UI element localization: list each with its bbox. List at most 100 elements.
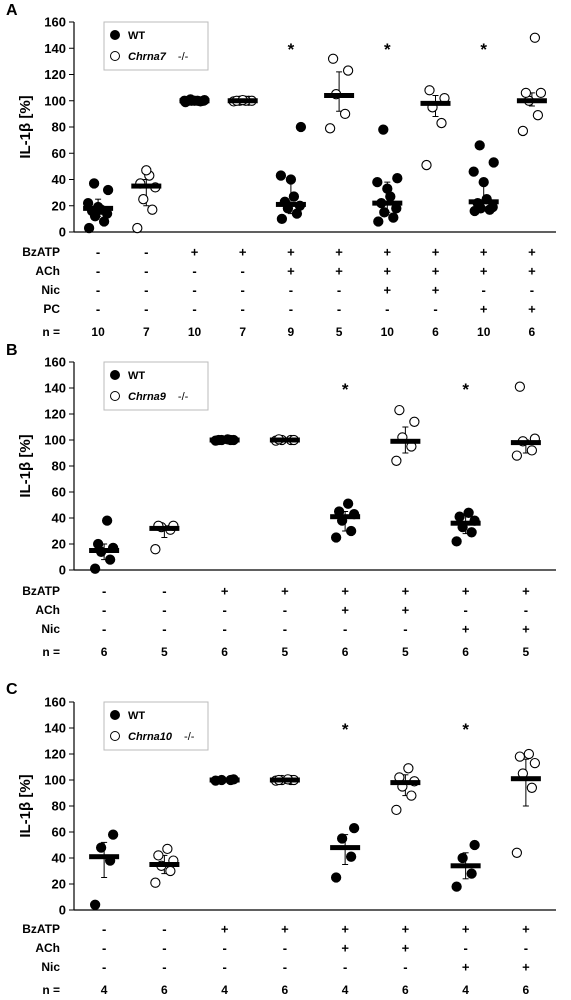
condition-label: ACh [35, 264, 60, 278]
condition-value: + [402, 941, 410, 956]
y-tick-label: 120 [44, 407, 66, 422]
legend-entry: Chrna9 -/- [128, 391, 189, 403]
y-tick-label: 100 [44, 773, 66, 788]
condition-value: + [480, 245, 488, 260]
significance-star: * [288, 40, 295, 59]
y-axis-label: IL-1β [%] [17, 774, 34, 837]
legend-entry: WT [128, 30, 145, 42]
data-point-wt [454, 511, 465, 522]
legend-entry-name: WT [128, 710, 145, 722]
data-point-ko [339, 108, 351, 120]
condition-value: + [335, 264, 343, 279]
condition-value: + [432, 283, 440, 298]
data-point-wt [342, 498, 354, 509]
condition-label: ACh [35, 603, 60, 617]
data-point-wt [104, 554, 116, 565]
y-tick-label: 20 [52, 877, 66, 892]
legend-entry-suffix: -/- [184, 731, 195, 743]
n-value: 5 [402, 645, 409, 659]
condition-value: - [96, 245, 100, 260]
condition-label: Nic [41, 960, 60, 974]
legend-entry-name: WT [128, 30, 145, 42]
data-point-ko [391, 804, 402, 816]
data-point-ko [526, 782, 538, 793]
data-point-wt [474, 140, 485, 151]
data-point-wt [285, 174, 297, 185]
median-bar [516, 98, 547, 104]
y-tick-label: 100 [44, 433, 66, 448]
condition-value: - [385, 302, 389, 317]
data-group [510, 381, 541, 461]
median-bar [227, 98, 258, 104]
data-point-wt [345, 851, 357, 862]
data-group [516, 32, 547, 137]
y-tick-label: 20 [52, 198, 66, 213]
n-value: 5 [523, 645, 530, 659]
data-group [227, 94, 258, 107]
condition-value: + [480, 302, 488, 317]
condition-value: + [335, 245, 343, 260]
legend-marker-open [110, 51, 120, 61]
legend-entry-suffix: -/- [178, 391, 189, 403]
data-group [82, 178, 114, 234]
data-point-wt [92, 538, 104, 550]
y-tick-label: 80 [52, 120, 66, 135]
y-axis-label: IL-1β [%] [17, 95, 34, 158]
significance-star: * [480, 40, 487, 59]
y-tick-label: 100 [44, 93, 66, 108]
condition-value: + [287, 245, 295, 260]
y-tick-label: 80 [52, 459, 66, 474]
condition-value: - [524, 603, 528, 618]
median-bar [450, 520, 481, 526]
data-point-ko [153, 850, 164, 861]
median-bar [149, 525, 180, 531]
y-tick-label: 160 [44, 15, 66, 30]
condition-value: + [191, 245, 199, 260]
condition-value: + [341, 584, 349, 599]
n-value: 10 [477, 325, 491, 339]
n-value: 4 [101, 983, 108, 997]
data-point-wt [89, 563, 101, 574]
data-point-wt [451, 881, 462, 892]
condition-value: + [281, 584, 289, 599]
data-point-ko [165, 865, 176, 877]
condition-value: - [343, 960, 347, 975]
condition-value: + [528, 302, 536, 317]
data-point-wt [107, 829, 119, 840]
panel-c: C 0 20 40 60 80 100 120 140 160 IL-1β [%] WT Chrna10… [6, 681, 556, 997]
condition-value: - [463, 603, 467, 618]
n-value: 5 [336, 325, 343, 339]
condition-value: + [480, 264, 488, 279]
median-bar [269, 777, 300, 783]
data-group [149, 843, 180, 888]
n-value: 4 [221, 983, 228, 997]
condition-value: + [221, 922, 229, 937]
median-bar [179, 98, 210, 104]
n-value: 9 [288, 325, 295, 339]
legend-box [103, 701, 209, 751]
data-group: * [330, 720, 361, 883]
n-value: 6 [523, 983, 530, 997]
data-point-ko [162, 843, 173, 855]
legend-entry-name: Chrna7 [128, 51, 167, 63]
condition-value: + [402, 922, 410, 937]
condition-value: - [96, 283, 100, 298]
data-group [149, 520, 180, 555]
data-point-wt [288, 191, 300, 202]
condition-value: + [341, 603, 349, 618]
median-bar [510, 440, 541, 446]
significance-star: * [342, 720, 349, 739]
legend: WT Chrna10 -/- [103, 701, 209, 751]
data-point-wt [478, 176, 489, 188]
data-group [89, 829, 120, 910]
y-tick-label: 60 [52, 146, 66, 161]
condition-label: BzATP [22, 922, 60, 936]
data-point-wt [276, 213, 288, 225]
n-value: 10 [91, 325, 105, 339]
condition-value: + [522, 584, 530, 599]
median-bar [510, 776, 541, 782]
condition-value: - [283, 622, 287, 637]
condition-value: + [462, 584, 470, 599]
condition-value: + [402, 603, 410, 618]
y-tick-label: 80 [52, 799, 66, 814]
